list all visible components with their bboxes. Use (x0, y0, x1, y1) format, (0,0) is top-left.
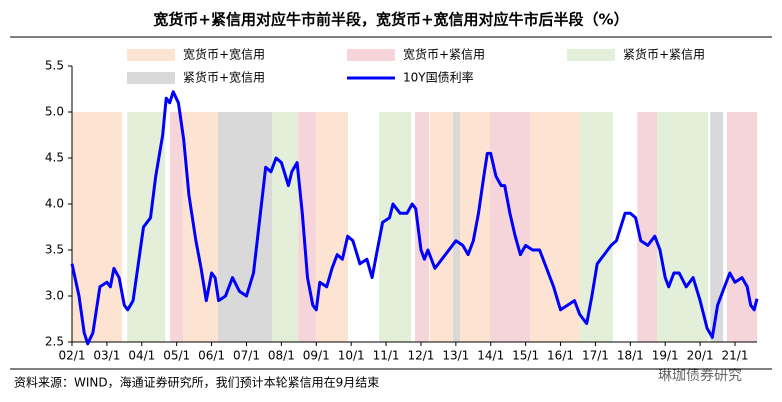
regime-band (271, 112, 299, 342)
regime-band (530, 112, 581, 342)
x-tick-label: 15/1 (512, 349, 539, 363)
regime-band (453, 112, 461, 342)
x-tick-label: 02/1 (59, 349, 86, 363)
regime-band (580, 112, 613, 342)
x-tick-label: 09/1 (303, 349, 330, 363)
x-tick-label: 18/1 (617, 349, 644, 363)
regime-band (298, 112, 316, 342)
legend-swatch (127, 49, 175, 61)
y-tick-label: 2.5 (45, 335, 64, 349)
legend-label: 紧货币+紧信用 (623, 47, 705, 62)
x-tick-label: 06/1 (198, 349, 225, 363)
legend-label: 10Y国债利率 (403, 70, 474, 85)
y-tick-label: 5.5 (45, 59, 64, 73)
regime-band (637, 112, 658, 342)
regime-band (182, 112, 218, 342)
x-tick-label: 17/1 (582, 349, 609, 363)
x-tick-label: 07/1 (233, 349, 260, 363)
y-tick-label: 4.5 (45, 151, 64, 165)
watermark: 琳珈债券研究 (658, 368, 742, 384)
x-tick-label: 08/1 (268, 349, 295, 363)
y-tick-label: 3.0 (45, 289, 64, 303)
y-tick-label: 3.5 (45, 243, 64, 257)
regime-band (710, 112, 724, 342)
x-tick-label: 12/1 (407, 349, 434, 363)
x-tick-label: 04/1 (128, 349, 155, 363)
regime-band (490, 112, 531, 342)
x-tick-label: 11/1 (373, 349, 400, 363)
x-tick-label: 05/1 (163, 349, 190, 363)
x-tick-label: 10/1 (338, 349, 365, 363)
regime-band (430, 112, 454, 342)
x-tick-label: 14/1 (477, 349, 504, 363)
y-tick-label: 4.0 (45, 197, 64, 211)
legend-label: 紧货币+宽信用 (183, 70, 265, 85)
source-note: 资料来源：WIND，海通证券研究所，我们预计本轮紧信用在9月结束 (14, 375, 379, 390)
regime-band (170, 112, 183, 342)
regime-band (217, 112, 272, 342)
x-tick-label: 03/1 (93, 349, 120, 363)
x-tick-label: 13/1 (442, 349, 469, 363)
x-tick-label: 20/1 (687, 349, 714, 363)
y-tick-label: 5.0 (45, 105, 64, 119)
legend-swatch (567, 49, 615, 61)
regime-band (315, 112, 349, 342)
legend-swatch (347, 49, 395, 61)
legend-label: 宽货币+紧信用 (403, 47, 485, 62)
chart-title: 宽货币+紧信用对应牛市前半段，宽货币+宽信用对应牛市后半段（%） (152, 11, 628, 29)
rate-line (70, 90, 759, 346)
x-tick-label: 21/1 (722, 349, 749, 363)
x-tick-label: 19/1 (652, 349, 679, 363)
legend-label: 宽货币+宽信用 (183, 47, 265, 62)
regime-band (415, 112, 429, 342)
regime-band (379, 112, 412, 342)
x-tick-label: 16/1 (547, 349, 574, 363)
regime-band (726, 112, 757, 342)
legend-swatch (127, 72, 175, 84)
